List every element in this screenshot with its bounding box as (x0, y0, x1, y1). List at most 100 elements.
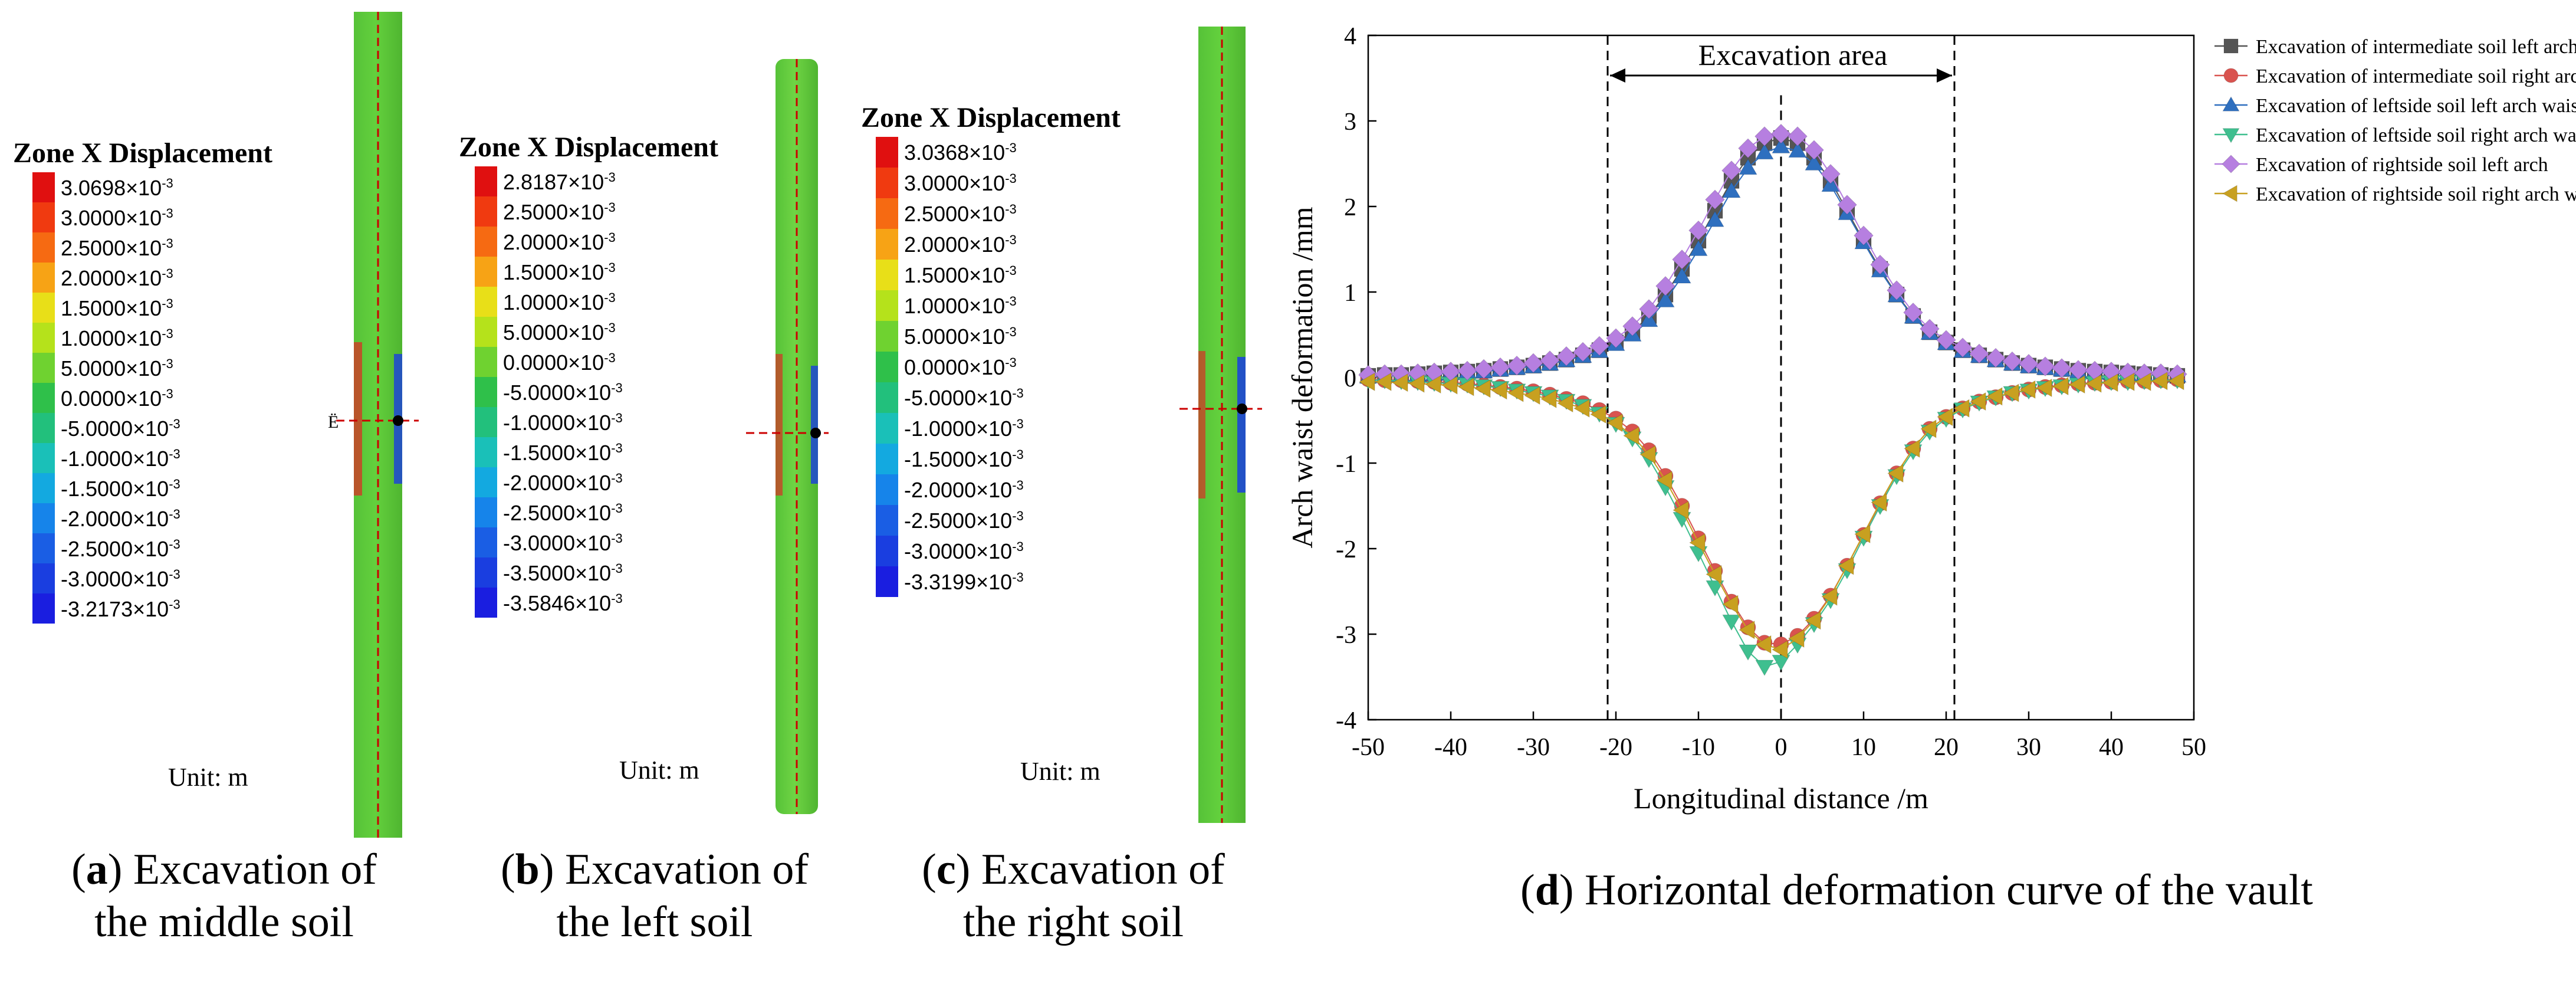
legend-level-exponent: ×10-3 (575, 501, 623, 525)
legend-level-exponent: ×10-3 (976, 386, 1024, 410)
legend-level-value: -1.0000 (904, 416, 977, 441)
legend-entry: Excavation of rightside soil right arch … (2256, 183, 2576, 205)
series-6 (1359, 371, 2184, 659)
legend-level-exponent: ×10-3 (126, 176, 173, 200)
series-5 (1358, 123, 2187, 385)
legend-level-exponent: ×10-3 (126, 356, 173, 381)
legend-swatch (475, 317, 497, 347)
data-point (1821, 587, 1838, 606)
data-point (1573, 342, 1593, 362)
legend-level-label: -3.0000×10-3 (503, 532, 623, 554)
legend-level-label: 0.0000×10-3 (61, 388, 173, 409)
legend-level-label: 2.0000×10-3 (61, 267, 173, 289)
data-point (1656, 291, 1675, 308)
legend-level-value: -1.5000 (904, 447, 977, 471)
data-point (1953, 337, 1973, 358)
legend-swatch (475, 407, 497, 437)
data-point (1491, 381, 1507, 400)
legend-swatch (475, 467, 497, 497)
data-point (1837, 195, 1857, 215)
legend-swatch (32, 473, 55, 503)
legend-swatch (32, 232, 55, 263)
legend-level-value: 5.0000 (904, 324, 970, 349)
data-point (1639, 310, 1658, 327)
data-point (1887, 280, 1907, 301)
legend-level-exponent: ×10-3 (976, 570, 1024, 594)
y-tick-label: 3 (1344, 109, 1356, 136)
data-point (1788, 141, 1807, 158)
x-tick-label: -10 (1682, 734, 1715, 761)
legend-level-label: 1.5000×10-3 (61, 297, 173, 319)
data-point (1871, 493, 1887, 512)
unit-label: Unit: m (619, 756, 699, 785)
data-point (1920, 419, 1937, 438)
data-point (2036, 378, 2052, 398)
legend-level-value: -1.0000 (503, 411, 576, 435)
legend-level-value: -3.0000 (503, 531, 576, 555)
series-line (1368, 378, 2178, 645)
legend-level-label: 5.0000×10-3 (904, 326, 1017, 347)
legend-swatch (475, 437, 497, 467)
legend-level-exponent: ×10-3 (969, 232, 1017, 257)
legend-marker (2223, 38, 2239, 54)
data-point (2052, 358, 2072, 379)
legend-swatch (32, 533, 55, 563)
legend-level-value: -3.0000 (61, 567, 133, 591)
legend-level-value: -2.5000 (503, 501, 576, 525)
legend-level-label: -1.5000×10-3 (904, 448, 1024, 470)
legend-level-label: -3.0000×10-3 (904, 540, 1024, 562)
legend-swatch (876, 260, 898, 290)
panel-c: Zone X Displacement Unit: m (c) Excavati… (861, 0, 1286, 984)
data-point (1920, 319, 1940, 339)
legend-level-label: -1.0000×10-3 (503, 412, 623, 434)
x-tick-label: -40 (1434, 734, 1467, 761)
legend-level-value: 3.0000 (61, 206, 126, 230)
data-point (1474, 379, 1491, 398)
data-point (1656, 471, 1673, 490)
legend-level-value: 5.0000 (61, 356, 126, 381)
legend-level-label: 1.5000×10-3 (503, 261, 616, 283)
legend-level-value: -2.0000 (904, 478, 977, 502)
legend-level-exponent: ×10-3 (976, 509, 1024, 533)
caption-b: (b) Excavation of the left soil (501, 845, 809, 946)
data-point (1359, 372, 1375, 392)
legend-swatch (475, 287, 497, 317)
legend-level-value: 2.8187 (503, 170, 569, 194)
tunnel-model: Ë (328, 12, 419, 838)
data-point (2151, 371, 2168, 391)
x-tick-label: 10 (1851, 734, 1876, 761)
tunnel-red-zone (354, 342, 362, 496)
data-point (1392, 373, 1408, 392)
series-4 (1359, 373, 2187, 677)
legend-level-value: 1.5000 (904, 263, 970, 287)
data-point (1821, 175, 1840, 192)
legend-title: Zone X Displacement (459, 132, 718, 163)
legend-level-exponent: ×10-3 (976, 478, 1024, 502)
legend-level-exponent: ×10-3 (568, 320, 616, 345)
data-point (1689, 533, 1706, 552)
data-point (1706, 211, 1724, 227)
legend-level-label: -3.2173×10-3 (61, 598, 180, 620)
legend-level-exponent: ×10-3 (133, 567, 180, 591)
data-point (1457, 360, 1477, 381)
data-point (1705, 189, 1725, 210)
legend-level-value: 1.0000 (904, 294, 970, 318)
data-point (1805, 611, 1821, 630)
legend-marker (2222, 128, 2240, 143)
x-axis-label: Longitudinal distance /m (1634, 782, 1928, 815)
data-point (1755, 143, 1774, 160)
legend-level-value: 0.0000 (503, 350, 569, 375)
legend-swatch (32, 413, 55, 443)
legend-entry: Excavation of leftside soil left arch wa… (2256, 95, 2576, 117)
legend-level-label: 1.0000×10-3 (503, 291, 616, 313)
data-point (1622, 316, 1642, 336)
data-point (1854, 524, 1871, 544)
data-point (1870, 254, 1890, 275)
legend-level-label: -1.0000×10-3 (61, 448, 180, 470)
data-point (1590, 405, 1606, 424)
caption-c: (c) Excavation of the right soil (922, 845, 1225, 946)
legend-level-value: 1.0000 (61, 326, 126, 350)
legend-level-value: 3.0368 (904, 140, 970, 165)
legend-entry: Excavation of intermediate soil right ar… (2256, 65, 2576, 87)
legend-swatch (32, 443, 55, 473)
